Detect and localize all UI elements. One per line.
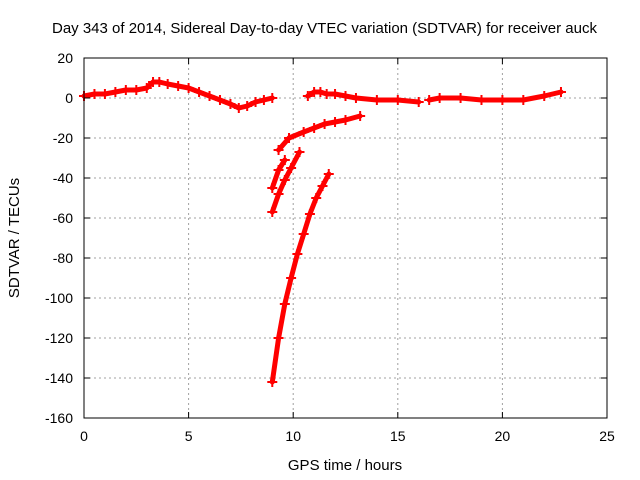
- data-point: [267, 207, 278, 217]
- data-point: [250, 97, 261, 107]
- data-point: [424, 95, 435, 105]
- data-point: [413, 97, 424, 107]
- data-point: [194, 87, 205, 97]
- y-tick-label: -60: [53, 210, 73, 226]
- y-tick-label: 0: [65, 90, 73, 106]
- x-tick-label: 0: [80, 428, 88, 444]
- data-point: [267, 377, 278, 387]
- data-point: [225, 99, 236, 109]
- data-point: [434, 93, 445, 103]
- data-point: [311, 193, 322, 203]
- data-point: [455, 93, 466, 103]
- data-point: [273, 333, 284, 343]
- data-point: [279, 299, 290, 309]
- x-tick-label: 25: [599, 428, 615, 444]
- data-point: [89, 89, 100, 99]
- data-point: [309, 123, 320, 133]
- data-point: [330, 89, 341, 99]
- data-point: [284, 133, 295, 143]
- y-tick-label: -40: [53, 170, 73, 186]
- data-point: [340, 115, 351, 125]
- data-point: [267, 93, 278, 103]
- data-point: [317, 181, 328, 191]
- series-layer: [79, 77, 566, 387]
- x-axis-label: GPS time / hours: [288, 457, 402, 474]
- y-tick-label: -20: [53, 130, 73, 146]
- data-point: [302, 91, 313, 101]
- data-point: [99, 89, 110, 99]
- data-point: [279, 175, 290, 185]
- y-tick-label: -120: [45, 330, 73, 346]
- plot-frame: [83, 57, 608, 419]
- y-tick-label: -80: [53, 250, 73, 266]
- data-point: [321, 89, 332, 99]
- data-point: [183, 83, 194, 93]
- data-point: [323, 169, 334, 179]
- data-point: [273, 145, 284, 155]
- data-point: [258, 95, 269, 105]
- y-tick-label: -160: [45, 410, 73, 426]
- data-point: [273, 189, 284, 199]
- data-point: [497, 95, 508, 105]
- data-point: [330, 117, 341, 127]
- x-tick-label: 15: [390, 428, 406, 444]
- data-point: [555, 87, 566, 97]
- y-tick-label: 20: [57, 50, 73, 66]
- data-point: [286, 163, 297, 173]
- data-point: [204, 91, 215, 101]
- y-axis-label: SDTVAR / TECUs: [6, 178, 23, 298]
- data-point: [340, 91, 351, 101]
- data-point: [233, 103, 244, 113]
- series-line-7: [269, 171, 332, 385]
- data-point: [319, 119, 330, 129]
- data-point: [242, 101, 253, 111]
- x-tick-label: 10: [285, 428, 301, 444]
- data-point: [539, 91, 550, 101]
- x-tick-label: 5: [185, 428, 193, 444]
- data-point: [110, 87, 121, 97]
- chart-title: Day 343 of 2014, Sidereal Day-to-day VTE…: [52, 20, 597, 37]
- data-point: [279, 155, 290, 165]
- data-point: [392, 95, 403, 105]
- y-tick-label: -100: [45, 290, 73, 306]
- data-point: [518, 95, 529, 105]
- data-point: [298, 127, 309, 137]
- data-point: [350, 93, 361, 103]
- data-point: [476, 95, 487, 105]
- data-point: [173, 81, 184, 91]
- data-point: [294, 147, 305, 157]
- y-tick-label: -140: [45, 370, 73, 386]
- data-point: [286, 273, 297, 283]
- grid: [84, 58, 607, 418]
- data-point: [267, 183, 278, 193]
- data-point: [273, 165, 284, 175]
- data-point: [141, 83, 152, 93]
- data-point: [292, 249, 303, 259]
- x-tick-label: 20: [495, 428, 511, 444]
- data-point: [214, 95, 225, 105]
- data-point: [315, 87, 326, 97]
- data-point: [162, 79, 173, 89]
- data-point: [371, 95, 382, 105]
- data-point: [154, 77, 165, 87]
- data-point: [120, 85, 131, 95]
- tick-layer: 0 5 10 15 20 25 20 0 -20 -40 -60 -80 -100 -120 -140 -16…: [45, 50, 615, 444]
- data-point: [304, 209, 315, 219]
- data-point: [131, 85, 142, 95]
- data-point: [298, 229, 309, 239]
- data-point: [355, 111, 366, 121]
- series-line-4: [276, 113, 363, 153]
